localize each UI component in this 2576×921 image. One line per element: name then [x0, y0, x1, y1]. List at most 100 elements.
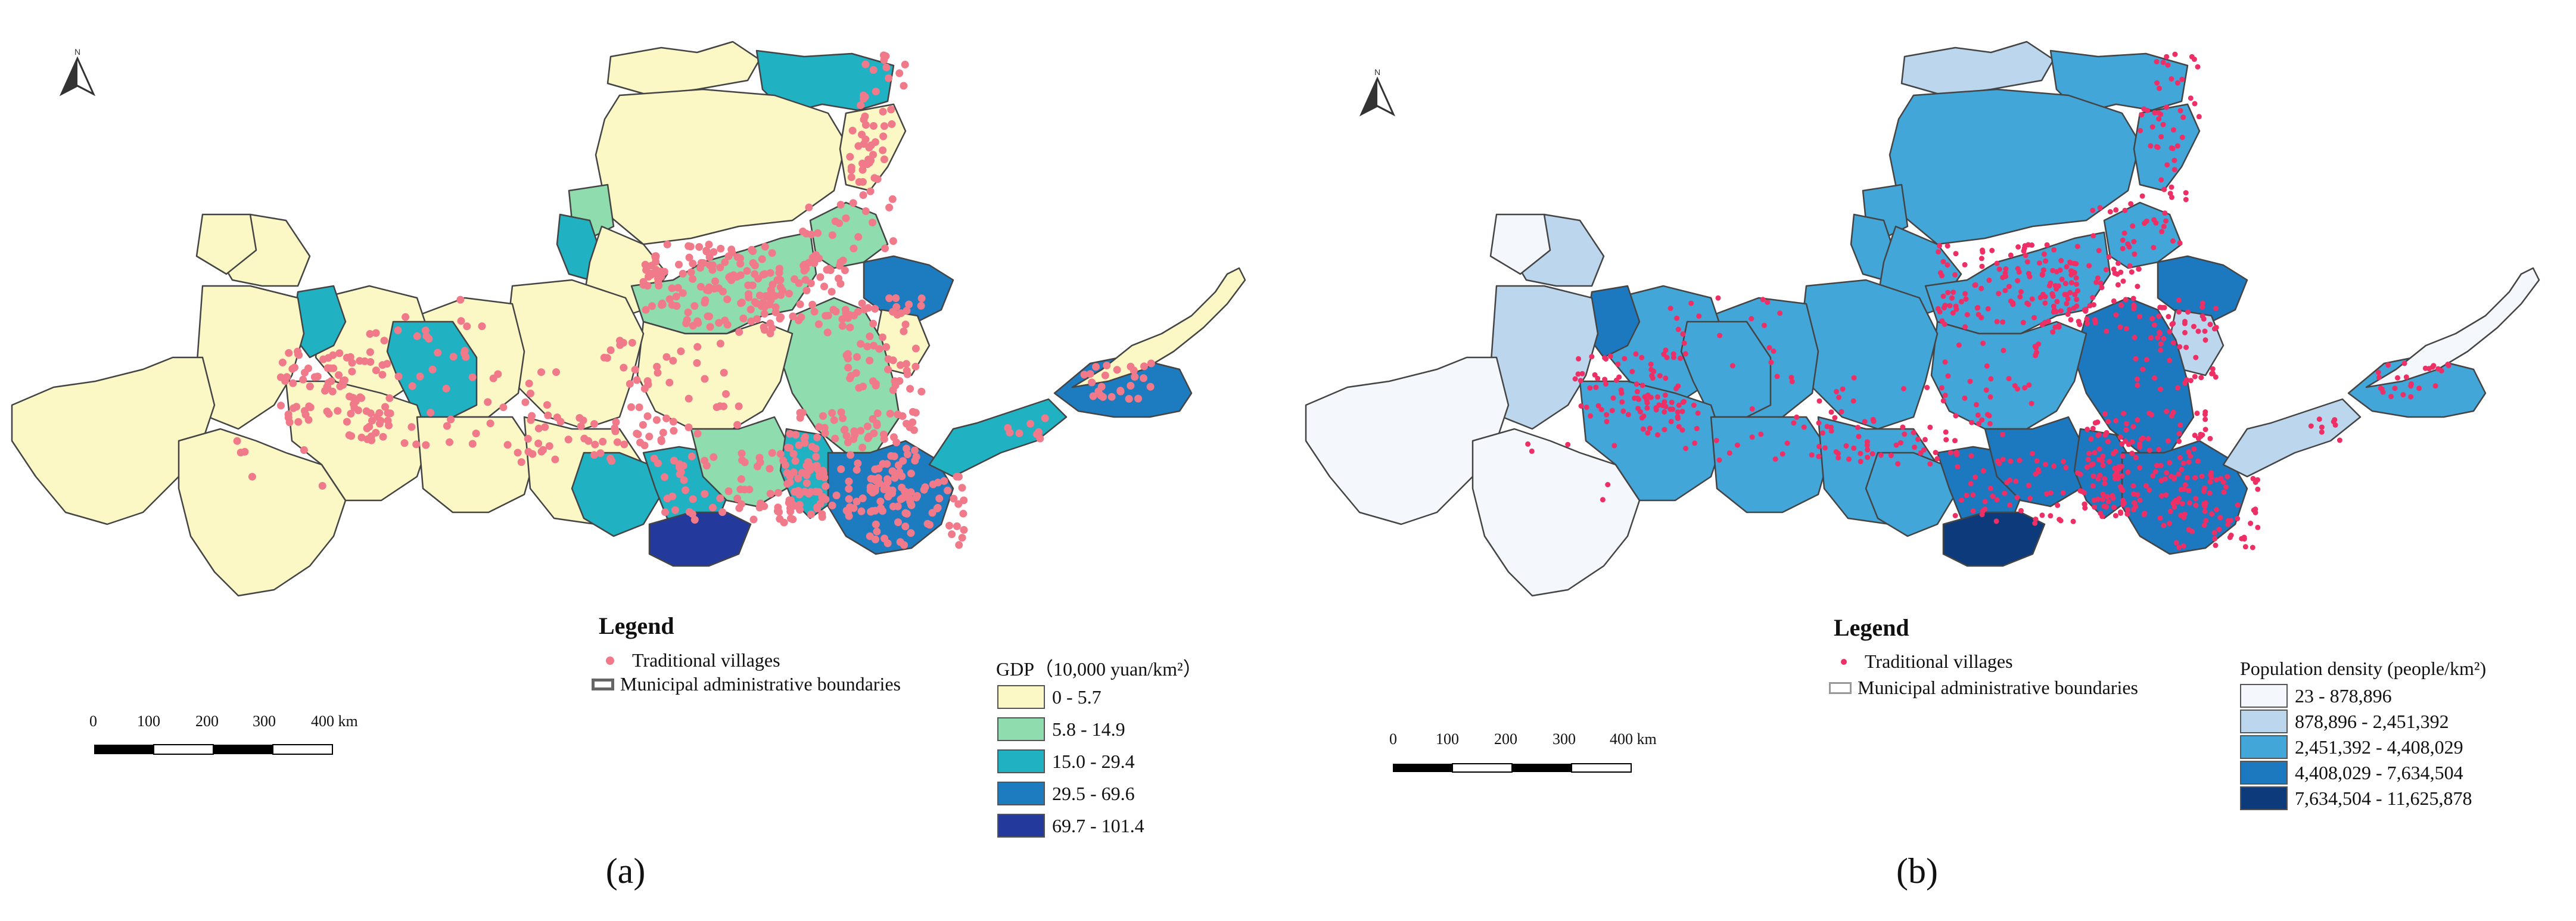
traditional-village-dot	[351, 397, 360, 406]
traditional-village-dot	[299, 375, 307, 384]
traditional-village-dot	[2193, 502, 2199, 508]
traditional-village-dot	[1107, 393, 1116, 401]
traditional-village-dot	[680, 476, 688, 484]
traditional-village-dot	[2403, 374, 2409, 380]
traditional-village-dot	[584, 437, 593, 445]
traditional-village-dot	[1964, 312, 1970, 318]
traditional-village-dot	[2002, 288, 2008, 294]
traditional-village-dot	[2146, 447, 2152, 453]
traditional-village-dot	[486, 419, 494, 428]
traditional-village-dot	[2191, 446, 2197, 452]
traditional-village-dot	[702, 247, 711, 256]
traditional-village-dot	[2046, 283, 2052, 289]
traditional-village-dot	[2029, 450, 2035, 456]
traditional-village-dot	[2130, 491, 2136, 497]
traditional-village-dot	[884, 365, 892, 374]
traditional-village-dot	[727, 245, 736, 254]
municipal-region	[928, 398, 1068, 478]
traditional-village-dot	[1939, 318, 1945, 324]
traditional-village-dot	[872, 477, 881, 485]
traditional-village-dot	[2202, 409, 2208, 415]
traditional-village-dot	[1595, 403, 1601, 409]
traditional-village-dot	[2128, 201, 2134, 207]
traditional-village-dot	[720, 402, 728, 410]
traditional-village-dot	[2154, 144, 2160, 150]
traditional-village-dot	[2042, 300, 2048, 306]
traditional-village-dot	[2045, 318, 2051, 324]
traditional-village-dot	[682, 319, 690, 328]
traditional-village-dot	[802, 265, 810, 273]
traditional-village-dot	[2180, 543, 2186, 549]
traditional-village-dot	[738, 298, 746, 307]
traditional-village-dot	[1902, 431, 1908, 437]
traditional-village-dot	[1856, 434, 1862, 440]
traditional-village-dot	[2050, 329, 2056, 335]
traditional-village-dot	[552, 368, 560, 377]
traditional-village-dot	[659, 428, 667, 437]
traditional-village-dot	[385, 394, 394, 402]
traditional-village-dot	[2111, 266, 2117, 272]
traditional-village-dot	[2010, 300, 2016, 306]
traditional-village-dot	[347, 409, 355, 418]
traditional-village-dot	[679, 289, 687, 297]
traditional-village-dot	[1927, 461, 1933, 467]
traditional-village-dot	[2183, 190, 2189, 196]
traditional-village-dot	[887, 105, 895, 114]
traditional-village-dot	[1729, 363, 1735, 369]
municipal-region	[2103, 201, 2183, 269]
traditional-village-dot	[2138, 127, 2143, 133]
traditional-village-dot	[795, 441, 803, 449]
traditional-village-dot	[2029, 296, 2035, 302]
traditional-village-dot	[1974, 402, 1979, 407]
traditional-village-dot	[1041, 414, 1049, 422]
traditional-village-dot	[842, 431, 851, 440]
traditional-village-dot	[688, 510, 696, 518]
traditional-village-dot	[1015, 429, 1023, 437]
traditional-village-dot	[2102, 481, 2108, 487]
traditional-village-dot	[2033, 345, 2039, 351]
municipal-region	[1579, 380, 1724, 502]
traditional-village-dot	[434, 349, 442, 357]
traditional-village-dot	[756, 291, 764, 300]
traditional-village-dot	[1947, 450, 1953, 456]
traditional-village-dot	[1653, 407, 1659, 413]
traditional-village-dot	[463, 322, 471, 331]
traditional-village-dot	[841, 306, 850, 314]
traditional-village-dot	[1645, 430, 1651, 436]
traditional-village-dot	[2105, 419, 2111, 425]
traditional-village-dot	[760, 502, 769, 511]
traditional-village-dot	[802, 479, 811, 487]
traditional-village-dot	[2395, 375, 2400, 381]
traditional-village-dot	[596, 449, 605, 458]
traditional-village-dot	[866, 332, 874, 341]
traditional-village-dot	[724, 252, 733, 260]
traditional-village-dot	[823, 266, 831, 274]
municipal-region	[2222, 398, 2362, 478]
traditional-village-dot	[2435, 366, 2441, 372]
traditional-village-dot	[564, 435, 573, 444]
traditional-village-dot	[824, 312, 832, 320]
traditional-village-dot	[1668, 419, 1674, 425]
traditional-village-dot	[2149, 316, 2155, 322]
traditional-village-dot	[1749, 406, 1755, 412]
traditional-village-dot	[2092, 504, 2098, 510]
traditional-village-dot	[869, 219, 876, 226]
traditional-village-dot	[773, 507, 782, 515]
traditional-village-dot	[2158, 341, 2164, 347]
legend-villages-label: Traditional villages	[1865, 651, 2013, 672]
traditional-village-dot	[2051, 247, 2057, 253]
traditional-village-dot	[815, 423, 823, 431]
traditional-village-dot	[1822, 445, 1828, 451]
traditional-village-dot	[2158, 462, 2164, 468]
traditional-village-dot	[871, 304, 879, 313]
municipal-region	[505, 279, 645, 430]
traditional-village-dot	[675, 260, 683, 269]
traditional-village-dot	[654, 278, 662, 286]
traditional-village-dot	[2059, 276, 2065, 282]
traditional-village-dot	[860, 116, 868, 124]
traditional-village-dot	[2161, 223, 2167, 229]
traditional-village-dot	[1127, 362, 1135, 371]
traditional-village-dot	[2173, 540, 2179, 546]
legend-class-label: 15.0 - 29.4	[1052, 750, 1135, 772]
traditional-village-dot	[690, 302, 699, 310]
